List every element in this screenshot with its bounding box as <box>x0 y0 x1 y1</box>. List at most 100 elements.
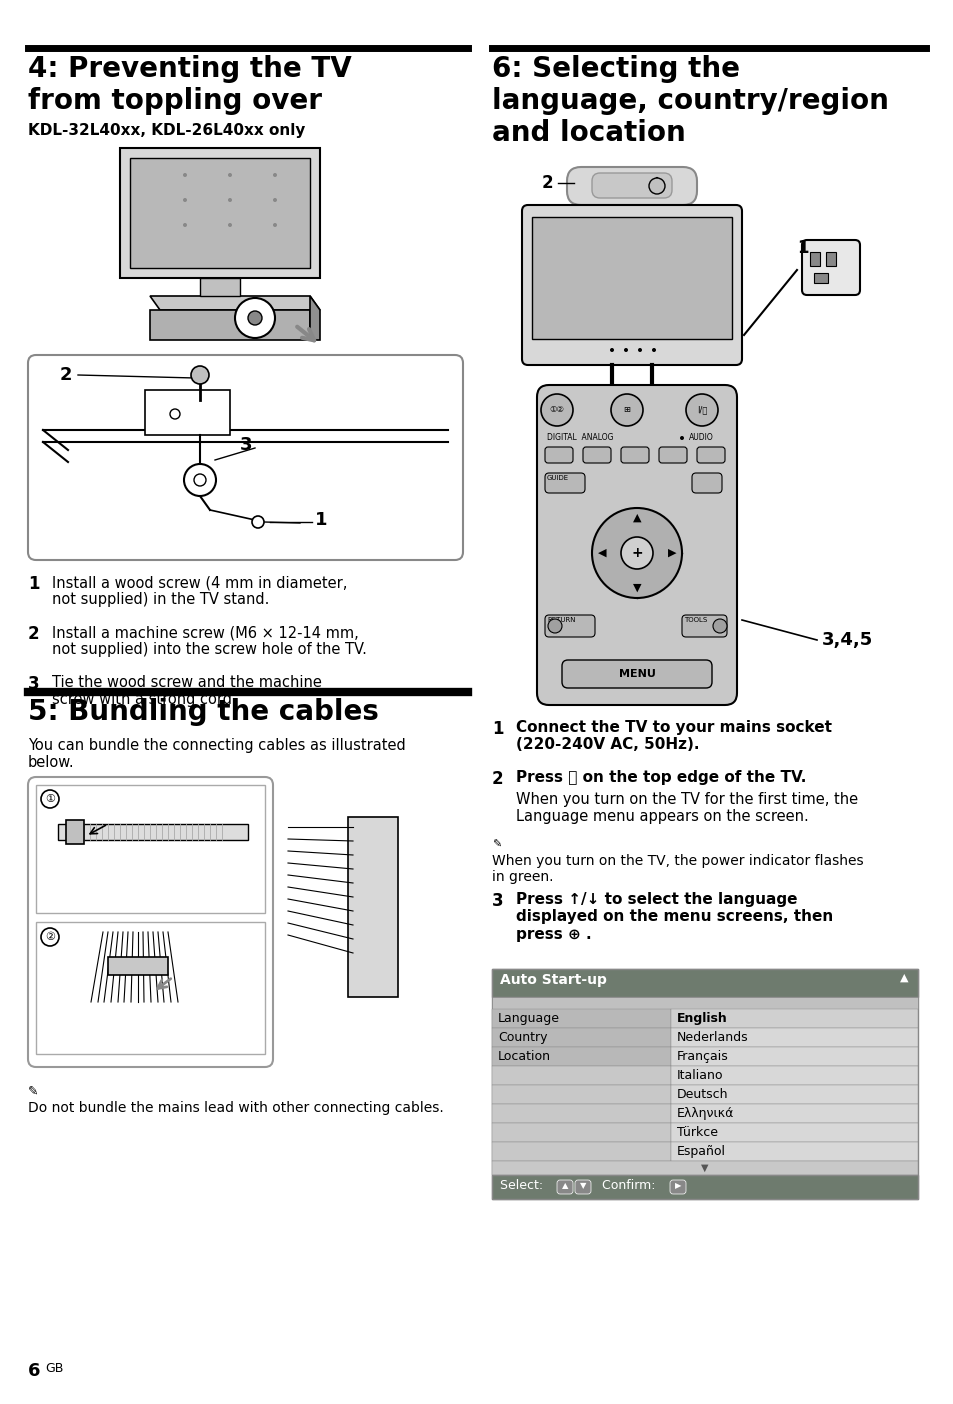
Text: RETURN: RETURN <box>546 616 575 623</box>
Text: 1: 1 <box>492 720 503 739</box>
Text: 2: 2 <box>541 174 553 192</box>
Circle shape <box>183 173 187 177</box>
Text: +: + <box>631 546 642 560</box>
Text: Language: Language <box>497 1012 559 1025</box>
Polygon shape <box>150 296 319 310</box>
Circle shape <box>540 395 573 425</box>
Text: ②: ② <box>45 932 55 942</box>
Text: and location: and location <box>492 119 685 147</box>
Circle shape <box>273 198 276 202</box>
Text: ✎: ✎ <box>492 840 501 849</box>
Bar <box>492 1066 670 1085</box>
Text: ▼: ▼ <box>700 1163 708 1172</box>
Text: When you turn on the TV, the power indicator flashes
in green.: When you turn on the TV, the power indic… <box>492 854 862 885</box>
Circle shape <box>184 463 215 496</box>
Circle shape <box>638 348 641 352</box>
Text: Press ↑/↓ to select the language
displayed on the menu screens, then
press ⊕ .: Press ↑/↓ to select the language display… <box>516 892 832 942</box>
Text: 2: 2 <box>492 769 503 788</box>
Circle shape <box>685 395 718 425</box>
FancyBboxPatch shape <box>801 240 859 295</box>
Text: Ελληνικά: Ελληνικά <box>677 1106 734 1120</box>
Circle shape <box>547 619 561 633</box>
Text: ▼: ▼ <box>632 583 640 592</box>
Bar <box>492 1028 670 1047</box>
Text: Connect the TV to your mains socket
(220-240V AC, 50Hz).: Connect the TV to your mains socket (220… <box>516 720 831 753</box>
Text: I/⏻: I/⏻ <box>696 406 706 414</box>
FancyBboxPatch shape <box>521 205 741 365</box>
Text: Deutsch: Deutsch <box>677 1088 728 1101</box>
FancyBboxPatch shape <box>681 615 726 637</box>
FancyBboxPatch shape <box>537 385 737 705</box>
Circle shape <box>651 348 656 352</box>
Circle shape <box>620 536 652 569</box>
Circle shape <box>234 298 274 338</box>
Text: KDL-32L40xx, KDL-26L40xx only: KDL-32L40xx, KDL-26L40xx only <box>28 124 305 138</box>
Circle shape <box>609 348 614 352</box>
Bar <box>670 1104 917 1123</box>
Polygon shape <box>150 310 310 340</box>
Circle shape <box>252 517 264 528</box>
Polygon shape <box>310 296 319 340</box>
Text: Press ⏻ on the top edge of the TV.: Press ⏻ on the top edge of the TV. <box>516 769 805 785</box>
Bar <box>66 820 84 844</box>
Text: Español: Español <box>677 1146 725 1158</box>
Text: 3,4,5: 3,4,5 <box>821 630 872 649</box>
Bar <box>492 1141 670 1161</box>
Bar <box>36 922 265 1054</box>
FancyBboxPatch shape <box>544 446 573 463</box>
Text: 2: 2 <box>28 625 40 643</box>
Bar <box>492 1104 670 1123</box>
Circle shape <box>41 790 59 807</box>
Circle shape <box>273 173 276 177</box>
Bar <box>492 1047 670 1066</box>
Circle shape <box>228 223 232 227</box>
Text: ▲: ▲ <box>561 1181 568 1191</box>
Bar <box>145 390 230 435</box>
Text: AUDIO: AUDIO <box>688 432 713 442</box>
Bar <box>492 969 917 1199</box>
FancyBboxPatch shape <box>659 446 686 463</box>
Bar <box>670 1141 917 1161</box>
FancyBboxPatch shape <box>28 355 462 560</box>
FancyBboxPatch shape <box>557 1179 573 1193</box>
FancyBboxPatch shape <box>575 1179 590 1193</box>
Text: ▶: ▶ <box>674 1181 680 1191</box>
Bar <box>670 1123 917 1141</box>
Bar <box>492 1175 917 1199</box>
Text: 2: 2 <box>60 366 72 385</box>
Text: ⊞: ⊞ <box>623 406 630 414</box>
Text: DIGITAL  ANALOG: DIGITAL ANALOG <box>546 432 613 442</box>
Text: Confirm:: Confirm: <box>594 1179 659 1192</box>
Text: Tie the wood screw and the machine
screw with a strong cord.: Tie the wood screw and the machine screw… <box>52 675 321 708</box>
Circle shape <box>712 619 726 633</box>
Bar <box>492 1009 670 1028</box>
Text: Auto Start-up: Auto Start-up <box>499 973 606 987</box>
Circle shape <box>183 198 187 202</box>
FancyBboxPatch shape <box>28 776 273 1067</box>
Text: You can bundle the connecting cables as illustrated
below.: You can bundle the connecting cables as … <box>28 739 405 771</box>
FancyBboxPatch shape <box>592 173 671 198</box>
Text: 3: 3 <box>28 675 40 694</box>
Bar <box>670 1047 917 1066</box>
Circle shape <box>610 395 642 425</box>
Text: ▲: ▲ <box>632 512 640 524</box>
Bar <box>492 1123 670 1141</box>
FancyBboxPatch shape <box>582 446 610 463</box>
Bar <box>492 1085 670 1104</box>
FancyBboxPatch shape <box>544 473 584 493</box>
Circle shape <box>648 178 664 194</box>
Circle shape <box>228 173 232 177</box>
FancyBboxPatch shape <box>697 446 724 463</box>
Text: from toppling over: from toppling over <box>28 87 322 115</box>
Text: When you turn on the TV for the first time, the
Language menu appears on the scr: When you turn on the TV for the first ti… <box>516 792 858 824</box>
Text: MENU: MENU <box>618 668 655 680</box>
Circle shape <box>248 312 262 324</box>
Bar <box>58 824 248 840</box>
Bar <box>532 218 731 338</box>
Bar <box>670 1009 917 1028</box>
Text: ①: ① <box>45 795 55 804</box>
Text: ▶: ▶ <box>667 548 676 557</box>
Text: 3: 3 <box>492 892 503 910</box>
Text: ▲: ▲ <box>899 973 907 983</box>
Text: ①②: ①② <box>549 406 564 414</box>
